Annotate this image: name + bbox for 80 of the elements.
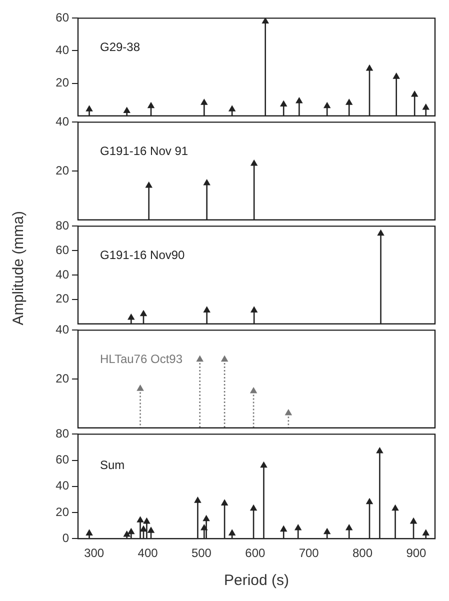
point — [250, 388, 257, 394]
point — [194, 497, 201, 503]
point — [285, 409, 292, 416]
point — [200, 99, 208, 105]
y-tick-label: 40 — [56, 43, 70, 58]
point — [280, 526, 287, 532]
point — [148, 102, 154, 108]
y-tick-label: 40 — [56, 322, 70, 337]
point — [221, 356, 228, 362]
point — [422, 104, 430, 110]
text: G29-38 — [100, 40, 140, 54]
text: HLTau76 Oct93 — [100, 352, 183, 366]
point — [196, 356, 204, 362]
y-tick-label: 20 — [56, 371, 70, 386]
y-tick-label: 20 — [56, 163, 70, 178]
point — [294, 524, 302, 530]
point — [280, 100, 287, 107]
point — [128, 528, 134, 534]
point — [422, 530, 430, 536]
x-tick-label: 900 — [406, 546, 427, 560]
y-tick-label: 80 — [56, 426, 70, 441]
point — [250, 160, 258, 166]
point — [228, 106, 236, 112]
text: G191-16 Nov90 — [100, 248, 186, 262]
y-tick-label: 20 — [56, 292, 70, 306]
point — [393, 73, 400, 79]
y-tick-label: 60 — [56, 452, 70, 467]
point — [137, 516, 144, 522]
y-tick-label: 0 — [62, 530, 70, 545]
y-tick-label: 80 — [56, 218, 70, 233]
point — [366, 498, 373, 504]
point — [378, 230, 384, 236]
point — [148, 527, 154, 533]
x-tick-label: 500 — [191, 546, 212, 560]
point — [262, 18, 269, 24]
point — [200, 524, 208, 530]
y-axis-title: Amplitude (mma) — [10, 210, 27, 326]
point — [228, 530, 236, 536]
x-tick-label: 700 — [298, 546, 320, 560]
y-tick-label: 40 — [56, 478, 70, 493]
point — [204, 180, 210, 186]
x-tick-label: 800 — [352, 546, 373, 560]
point — [260, 462, 268, 468]
point — [143, 518, 150, 524]
point — [124, 107, 130, 114]
point — [324, 528, 330, 534]
point — [137, 385, 144, 391]
point — [128, 314, 134, 320]
x-tick-label: 600 — [245, 546, 266, 560]
text: Sum — [100, 458, 125, 472]
point — [324, 102, 330, 108]
point — [146, 182, 152, 188]
point — [376, 447, 383, 454]
point — [250, 504, 257, 511]
x-tick-label: 300 — [84, 546, 104, 560]
point — [411, 90, 418, 97]
y-tick-label: 40 — [56, 267, 70, 282]
y-tick-label: 60 — [56, 242, 70, 257]
point — [140, 526, 147, 532]
x-tick-label: 400 — [138, 546, 158, 560]
point — [86, 530, 93, 536]
y-tick-label: 40 — [56, 114, 70, 129]
text: G191-16 Nov 91 — [100, 144, 188, 158]
point — [124, 530, 130, 537]
point — [203, 515, 210, 522]
point — [346, 99, 352, 105]
point — [221, 500, 228, 506]
point — [140, 310, 147, 316]
point — [250, 306, 258, 312]
point — [410, 518, 417, 524]
point — [392, 504, 399, 511]
point — [366, 64, 373, 71]
point — [346, 524, 352, 530]
point — [296, 97, 302, 104]
y-tick-label: 60 — [56, 10, 70, 25]
y-tick-label: 20 — [56, 504, 70, 519]
y-tick-label: 20 — [56, 76, 70, 90]
x-axis-title: Period (s) — [224, 572, 290, 590]
point — [204, 306, 210, 312]
point — [86, 106, 93, 112]
